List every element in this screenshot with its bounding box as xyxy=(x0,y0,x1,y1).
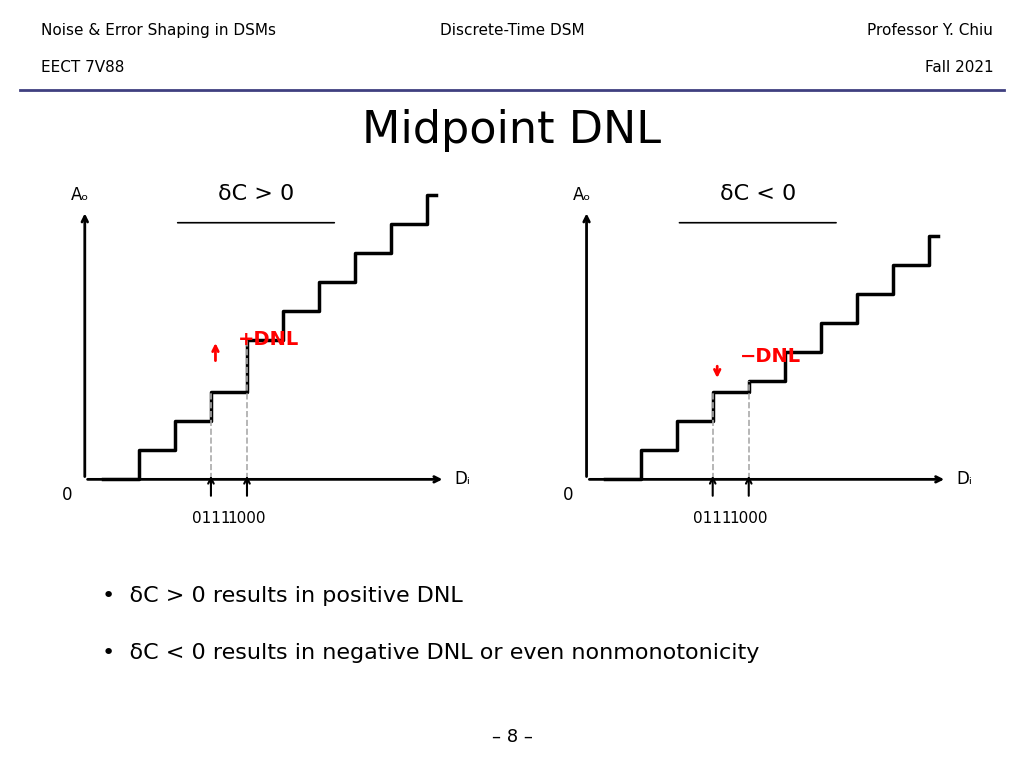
Text: 1000: 1000 xyxy=(227,511,266,526)
Text: Aₒ: Aₒ xyxy=(71,186,89,204)
Text: δC > 0: δC > 0 xyxy=(218,184,294,204)
Text: −DNL: −DNL xyxy=(739,346,801,366)
Text: Dᵢ: Dᵢ xyxy=(956,470,972,488)
Text: δC < 0: δC < 0 xyxy=(720,184,796,204)
Text: 0111: 0111 xyxy=(693,511,732,526)
Text: – 8 –: – 8 – xyxy=(492,728,532,746)
Text: +DNL: +DNL xyxy=(238,329,299,349)
Text: Noise & Error Shaping in DSMs: Noise & Error Shaping in DSMs xyxy=(41,23,275,38)
Text: Professor Y. Chiu: Professor Y. Chiu xyxy=(867,23,993,38)
Text: 0: 0 xyxy=(563,486,573,505)
Text: •  δC > 0 results in positive DNL: • δC > 0 results in positive DNL xyxy=(102,586,463,606)
Text: Midpoint DNL: Midpoint DNL xyxy=(362,109,662,152)
Text: 0111: 0111 xyxy=(191,511,230,526)
Text: Aₒ: Aₒ xyxy=(572,186,591,204)
Text: •  δC < 0 results in negative DNL or even nonmonotonicity: • δC < 0 results in negative DNL or even… xyxy=(102,643,760,663)
Text: EECT 7V88: EECT 7V88 xyxy=(41,60,124,75)
Text: Discrete-Time DSM: Discrete-Time DSM xyxy=(439,23,585,38)
Text: Fall 2021: Fall 2021 xyxy=(925,60,993,75)
Text: 0: 0 xyxy=(61,486,72,505)
Text: Dᵢ: Dᵢ xyxy=(455,470,470,488)
Text: 1000: 1000 xyxy=(729,511,768,526)
